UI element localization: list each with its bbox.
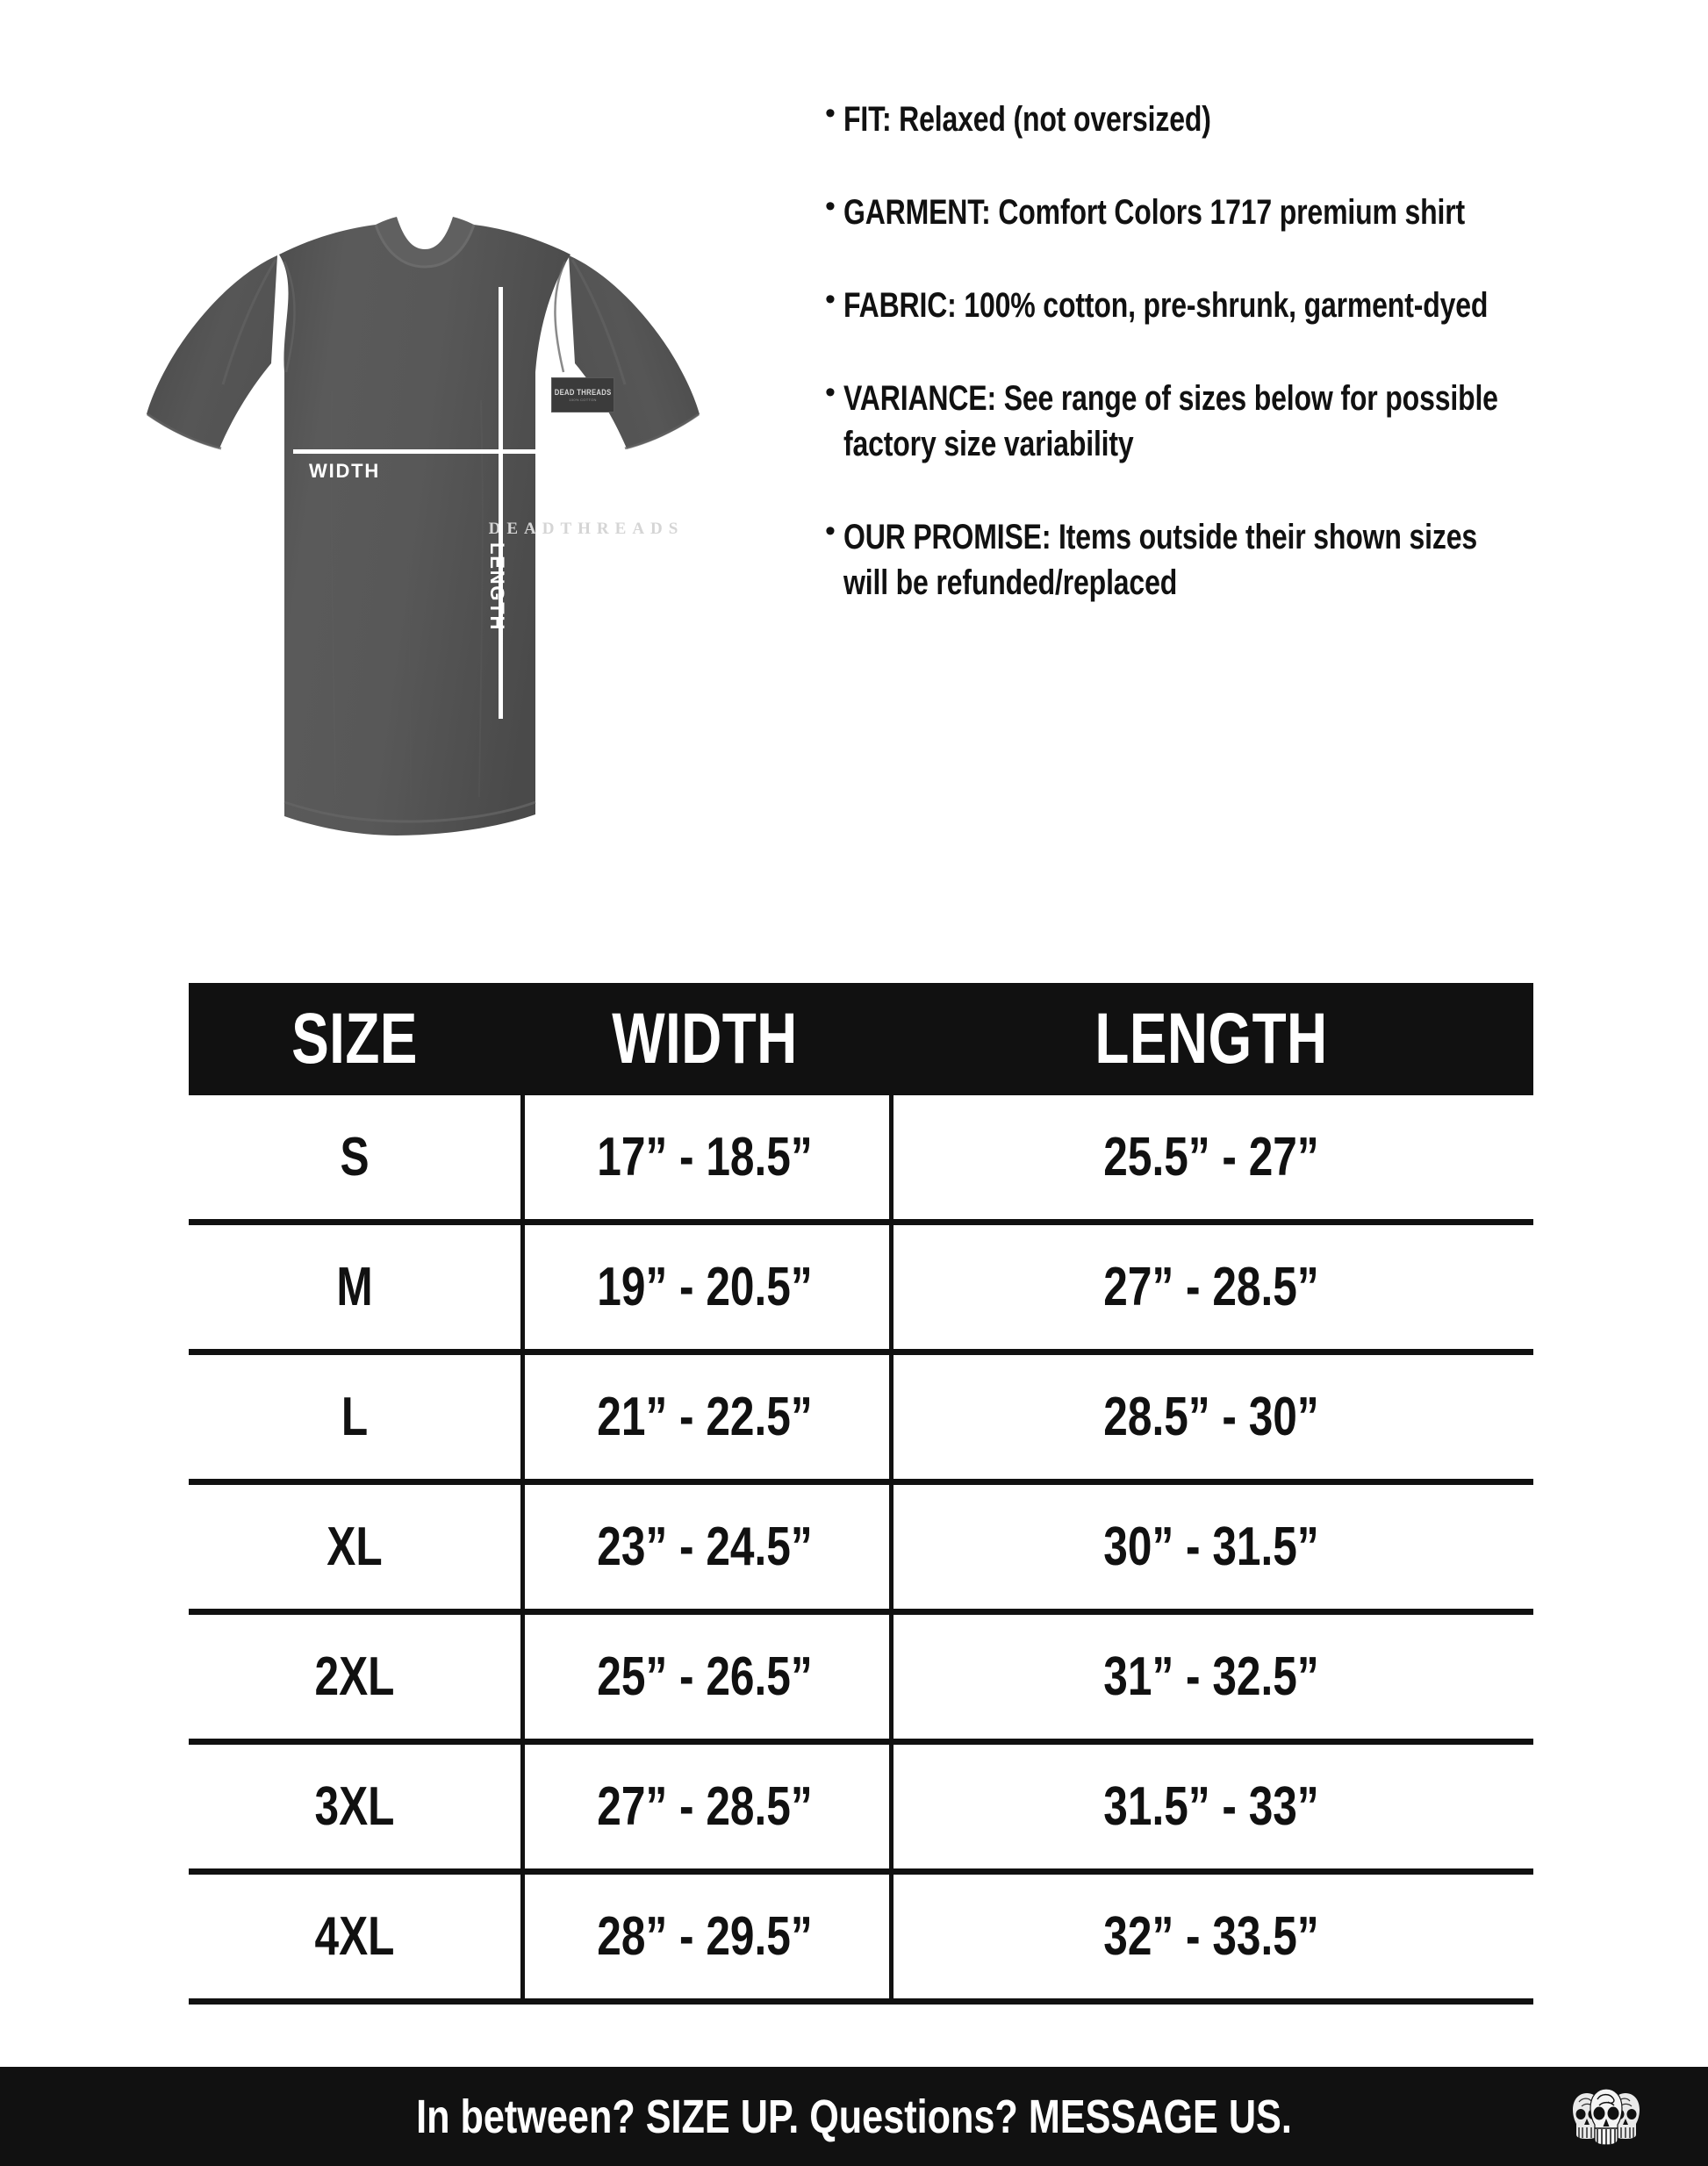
column-divider (520, 1095, 525, 1225)
column-divider (520, 1875, 525, 2005)
list-item: • OUR PROMISE: Items outside their shown… (825, 514, 1685, 606)
cell-width: 28” - 29.5” (597, 1905, 813, 1967)
table-row: 3XL 27” - 28.5” 31.5” - 33” (189, 1745, 1533, 1875)
cell-length: 25.5” - 27” (1103, 1126, 1319, 1187)
product-details-list: • FIT: Relaxed (not oversized) • GARMENT… (825, 97, 1685, 653)
table-row: 4XL 28” - 29.5” 32” - 33.5” (189, 1875, 1533, 2005)
cell-size: 4XL (314, 1905, 395, 1967)
cell-length: 31” - 32.5” (1103, 1646, 1319, 1707)
tshirt-diagram: DEAD THREADS 100% COTTON DEADTHREADS WID… (112, 163, 823, 892)
three-skulls-logo-icon (1573, 2087, 1640, 2146)
length-guide-label: LENGTH (486, 542, 508, 632)
column-divider (889, 1355, 893, 1485)
size-chart-table: SIZE WIDTH LENGTH S 17” - 18.5” 25.5” - … (189, 983, 1533, 2005)
column-divider (520, 1745, 525, 1875)
cell-size: L (341, 1386, 369, 1447)
width-guide-line (293, 449, 679, 454)
cell-size: S (340, 1126, 370, 1187)
bullet-dot-icon: • (825, 514, 836, 548)
column-divider (889, 1615, 893, 1745)
cell-width: 21” - 22.5” (597, 1386, 813, 1447)
list-item: • FIT: Relaxed (not oversized) (825, 97, 1685, 142)
column-divider (889, 1095, 893, 1225)
column-header-length: LENGTH (1094, 999, 1328, 1079)
length-guide-line (499, 287, 503, 719)
column-divider (889, 1745, 893, 1875)
column-divider (889, 1225, 893, 1355)
cell-width: 19” - 20.5” (597, 1256, 813, 1317)
cell-size: 2XL (314, 1646, 395, 1707)
cell-length: 32” - 33.5” (1103, 1905, 1319, 1967)
table-body: S 17” - 18.5” 25.5” - 27” M 19” - 20.5” … (189, 1095, 1533, 2005)
list-item: • FABRIC: 100% cotton, pre-shrunk, garme… (825, 283, 1685, 328)
tshirt-icon (147, 217, 700, 836)
cell-length: 28.5” - 30” (1103, 1386, 1319, 1447)
column-divider (889, 1875, 893, 2005)
neck-label: DEAD THREADS 100% COTTON (551, 377, 614, 412)
footer-banner: In between? SIZE UP. Questions? MESSAGE … (0, 2067, 1708, 2166)
product-info-section: DEAD THREADS 100% COTTON DEADTHREADS WID… (0, 0, 1708, 952)
cell-length: 31.5” - 33” (1103, 1775, 1319, 1837)
cell-size: M (336, 1256, 373, 1317)
bullet-dot-icon: • (825, 190, 836, 223)
cell-size: 3XL (314, 1775, 395, 1837)
detail-fit: FIT: Relaxed (not oversized) (843, 100, 1211, 139)
cell-length: 27” - 28.5” (1103, 1256, 1319, 1317)
cell-width: 25” - 26.5” (597, 1646, 813, 1707)
bullet-dot-icon: • (825, 283, 836, 316)
column-header-size: SIZE (291, 999, 418, 1079)
chest-print-brand: DEADTHREADS (488, 520, 685, 538)
table-row: M 19” - 20.5” 27” - 28.5” (189, 1225, 1533, 1355)
table-row: XL 23” - 24.5” 30” - 31.5” (189, 1485, 1533, 1615)
cell-length: 30” - 31.5” (1103, 1516, 1319, 1577)
column-divider (520, 1225, 525, 1355)
column-divider (520, 1615, 525, 1745)
table-header-row: SIZE WIDTH LENGTH (189, 983, 1533, 1095)
bullet-dot-icon: • (825, 97, 836, 130)
column-divider (520, 1485, 525, 1615)
detail-variance: VARIANCE: See range of sizes below for p… (843, 379, 1498, 463)
neck-label-sublabel: 100% COTTON (569, 397, 597, 402)
list-item: • GARMENT: Comfort Colors 1717 premium s… (825, 190, 1685, 235)
detail-promise: OUR PROMISE: Items outside their shown s… (843, 518, 1477, 602)
table-row: S 17” - 18.5” 25.5” - 27” (189, 1095, 1533, 1225)
bullet-dot-icon: • (825, 376, 836, 409)
column-divider (520, 1355, 525, 1485)
cell-width: 17” - 18.5” (597, 1126, 813, 1187)
footer-message: In between? SIZE UP. Questions? MESSAGE … (416, 2090, 1292, 2143)
column-header-width: WIDTH (612, 999, 798, 1079)
cell-size: XL (327, 1516, 383, 1577)
neck-label-text: DEAD THREADS (554, 387, 612, 397)
cell-width: 27” - 28.5” (597, 1775, 813, 1837)
detail-fabric: FABRIC: 100% cotton, pre-shrunk, garment… (843, 286, 1489, 325)
list-item: • VARIANCE: See range of sizes below for… (825, 376, 1685, 467)
table-row: L 21” - 22.5” 28.5” - 30” (189, 1355, 1533, 1485)
table-row: 2XL 25” - 26.5” 31” - 32.5” (189, 1615, 1533, 1745)
detail-garment: GARMENT: Comfort Colors 1717 premium shi… (843, 193, 1465, 232)
width-guide-label: WIDTH (309, 460, 381, 482)
column-divider (889, 1485, 893, 1615)
cell-width: 23” - 24.5” (597, 1516, 813, 1577)
